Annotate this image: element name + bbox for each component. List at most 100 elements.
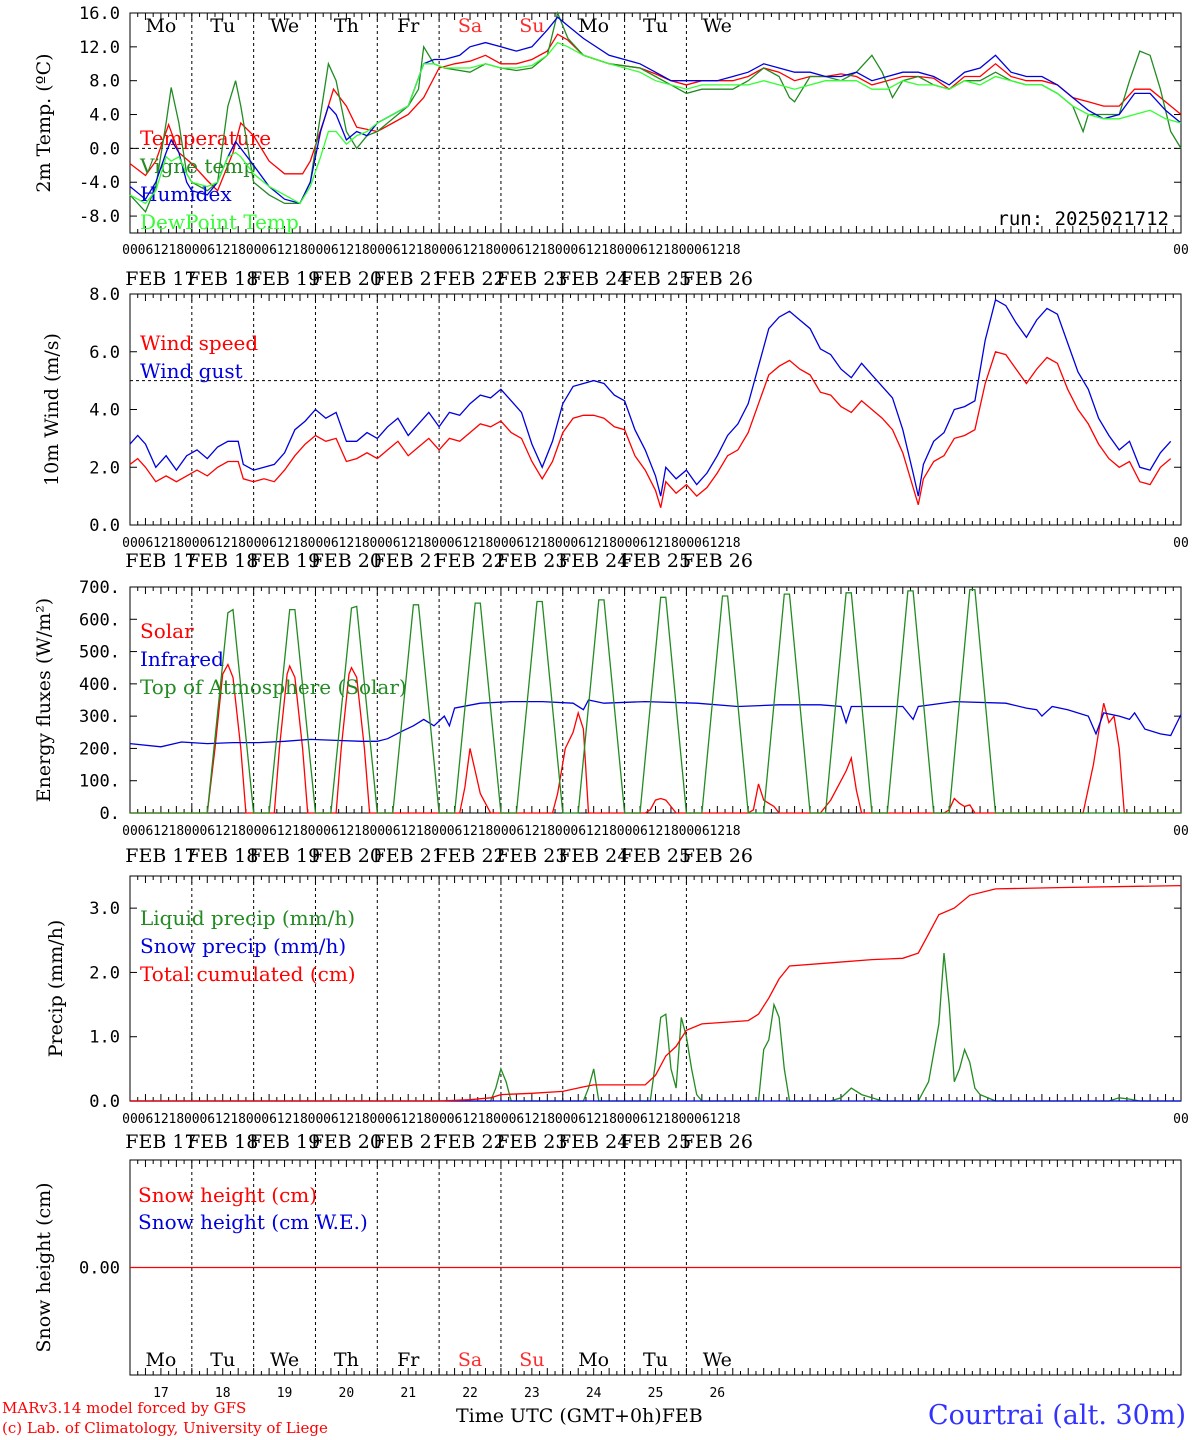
- panel-1-hour-label: 06: [570, 536, 586, 551]
- panel-3-hour-label: 06: [199, 1112, 215, 1127]
- panel-3-hour-label: 06: [694, 1112, 710, 1127]
- panel-2-date-label: FEB 25: [620, 845, 691, 867]
- footer-model: MARv3.14 model forced by GFS: [2, 1399, 247, 1417]
- panel-2-hour-label: 00: [308, 824, 324, 839]
- panel-1-hour-label: 06: [385, 536, 401, 551]
- panel-3-hour-label: 00: [679, 1112, 695, 1127]
- panel-3-hour-label: 06: [570, 1112, 586, 1127]
- panel-1-hour-label: 12: [339, 536, 355, 551]
- panel-4-y-tick-label: 0.00: [79, 1259, 120, 1279]
- panel-2-date-label: FEB 24: [558, 845, 629, 867]
- legend-snow-precip-mm-h-: Snow precip (mm/h): [140, 934, 346, 958]
- panel-2-date-label: FEB 21: [373, 845, 444, 867]
- panel-0-hour-label: 00: [369, 243, 385, 258]
- panel-3-hour-label: 06: [632, 1112, 648, 1127]
- panel-4-day-number: 23: [524, 1386, 540, 1401]
- panel-3-y-tick-label: 0.0: [89, 1092, 120, 1112]
- panel-3-hour-label: 18: [601, 1112, 617, 1127]
- panel-4-day-name: Mo: [145, 1349, 176, 1371]
- panel-1-date-label: FEB 18: [187, 550, 258, 572]
- panel-0-hour-label: 12: [648, 243, 664, 258]
- panel-3-hour-label: 06: [385, 1112, 401, 1127]
- panel-3-hour-label: 18: [416, 1112, 432, 1127]
- series-line-temperature: [129, 33, 1182, 192]
- panel-0-hour-label: 06: [138, 243, 154, 258]
- panel-2-hour-label: 00: [122, 824, 138, 839]
- footer-credits: MARv3.14 model forced by GFS (c) Lab. of…: [2, 1398, 328, 1438]
- panel-2-date-label: FEB 19: [249, 845, 320, 867]
- panel-0-hour-label: 06: [570, 243, 586, 258]
- panel-1-date-label: FEB 26: [682, 550, 753, 572]
- panel-1-hour-label: 12: [215, 536, 231, 551]
- panel-3-hour-label: 00: [184, 1112, 200, 1127]
- x-axis-month: FEB: [661, 1405, 703, 1427]
- panel-0-hour-label: 06: [447, 243, 463, 258]
- panel-0-hour-label: 18: [663, 243, 679, 258]
- panel-1-hour-label: 12: [153, 536, 169, 551]
- panel-3-date-label: FEB 20: [311, 1131, 382, 1153]
- panel-0-date-label: FEB 22: [434, 268, 505, 290]
- panel-0-hour-label: 06: [509, 243, 525, 258]
- legend-top-of-atmosphere-solar-: Top of Atmosphere (Solar): [140, 675, 407, 699]
- panel-4-day-name: Fr: [397, 1349, 420, 1371]
- panel-0-date-label: FEB 19: [249, 268, 320, 290]
- panel-0-hour-label: 12: [215, 243, 231, 258]
- panel-0-hour-label: 18: [169, 243, 185, 258]
- panel-3-date-label: FEB 23: [496, 1131, 567, 1153]
- panel-1-hour-label: 00: [679, 536, 695, 551]
- panel-2-y-axis-label: Energy fluxes (W/m²): [33, 598, 55, 802]
- panel-3-hour-label: 06: [447, 1112, 463, 1127]
- panel-2-hour-label: 00: [617, 824, 633, 839]
- panel-2-hour-label: 12: [400, 824, 416, 839]
- panel-3-hour-label: 12: [462, 1112, 478, 1127]
- panel-0-hour-label: 12: [524, 243, 540, 258]
- series-line-solar: [130, 662, 1181, 814]
- panel-3-date-label: FEB 25: [620, 1131, 691, 1153]
- panel-2-y-tick-label: 300.: [79, 707, 120, 727]
- panel-2-hour-label: 00: [369, 824, 385, 839]
- panel-3-hour-label: 18: [539, 1112, 555, 1127]
- panel-1-hour-label: 00: [555, 536, 571, 551]
- panel-0-hour-label: 06: [632, 243, 648, 258]
- panel-1-hour-label: 00: [184, 536, 200, 551]
- panel-3-date-label: FEB 22: [434, 1131, 505, 1153]
- panel-1-y-tick-label: 2.0: [89, 458, 120, 478]
- panel-1-date-label: FEB 19: [249, 550, 320, 572]
- panel-1-hour-label: 00: [493, 536, 509, 551]
- panel-3-hour-label: 00: [1173, 1112, 1189, 1127]
- panel-1-hour-label: 12: [524, 536, 540, 551]
- panel-4-day-name: Th: [334, 1349, 359, 1371]
- panel-1-y-tick-label: 0.0: [89, 516, 120, 536]
- panel-1-hour-label: 12: [462, 536, 478, 551]
- panel-1-date-label: FEB 20: [311, 550, 382, 572]
- panel-0-hour-label: 12: [586, 243, 602, 258]
- panel-3-y-axis-label: Precip (mm/h): [45, 920, 67, 1058]
- legend-dewpoint-temp: DewPoint Temp: [140, 210, 299, 234]
- panel-3-hour-label: 00: [122, 1112, 138, 1127]
- panel-2-hour-label: 06: [138, 824, 154, 839]
- panel-0-hour-label: 18: [230, 243, 246, 258]
- panel-1-hour-label: 06: [447, 536, 463, 551]
- panel-1-hour-label: 00: [617, 536, 633, 551]
- x-axis-label: Time UTC (GMT+0h)FEB: [456, 1405, 703, 1427]
- panel-1-hour-label: 06: [509, 536, 525, 551]
- series-line-wind-speed: [129, 351, 1172, 508]
- legend-wind-speed: Wind speed: [140, 331, 258, 355]
- panel-1-date-label: FEB 24: [558, 550, 629, 572]
- legend-vigne-temp: Vigne temp: [139, 154, 256, 178]
- panel-1-hour-label: 06: [632, 536, 648, 551]
- panel-1-hour-label: 06: [694, 536, 710, 551]
- panel-0-y-tick-label: 8.0: [89, 72, 120, 92]
- series-line-top-of-atmosphere-solar-: [130, 588, 1181, 814]
- panel-4-day-number: 19: [277, 1386, 293, 1401]
- panel-0-hour-label: 18: [601, 243, 617, 258]
- panel-0-hour-label: 12: [339, 243, 355, 258]
- panel-4-day-name: Tu: [210, 1349, 235, 1371]
- series-line-infrared: [129, 699, 1182, 748]
- panel-2-y-tick-label: 600.: [79, 610, 120, 630]
- panel-2-date-label: FEB 23: [496, 845, 567, 867]
- series-line-dewpoint-temp: [129, 41, 1182, 205]
- panel-2-hour-label: 18: [230, 824, 246, 839]
- panel-1-hour-label: 18: [416, 536, 432, 551]
- panel-3-hour-label: 12: [648, 1112, 664, 1127]
